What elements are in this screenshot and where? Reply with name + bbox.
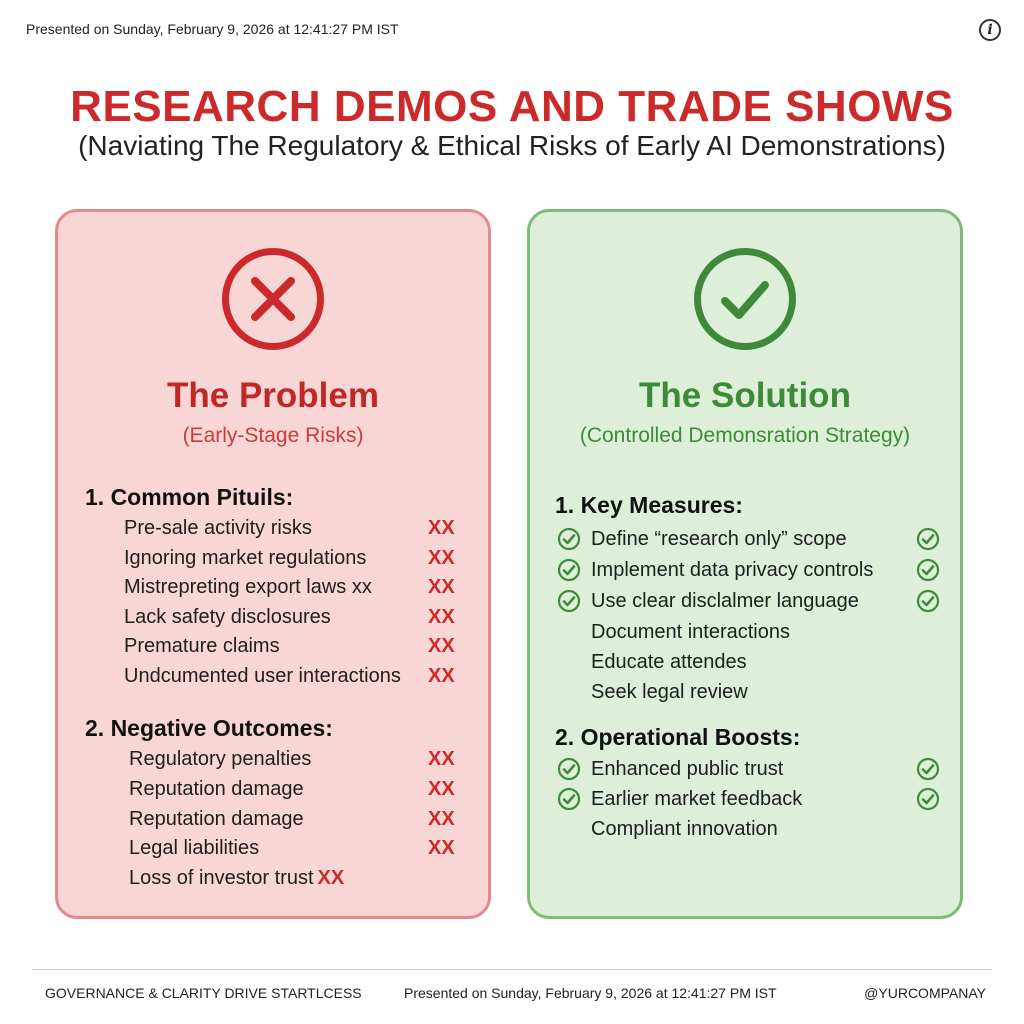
xx-mark: XX (428, 606, 455, 628)
problem-section-heading: 1. Common Pituils: (85, 484, 294, 510)
xx-mark: XX (317, 867, 345, 889)
page-subtitle: (Naviating The Regulatory & Ethical Risk… (78, 130, 946, 161)
footer-divider (32, 969, 992, 970)
solution-title: The Solution (639, 376, 851, 415)
problem-item: Regulatory penalties (129, 748, 312, 770)
xx-mark: XX (428, 665, 455, 687)
problem-item: Reputation damage (129, 778, 304, 800)
xx-mark: XX (428, 547, 455, 569)
xx-mark: XX (428, 837, 455, 859)
check-icon (557, 527, 581, 551)
solution-item: Compliant innovation (591, 818, 778, 840)
footer-timestamp: Presented on Sunday, February 9, 2026 at… (404, 985, 777, 1001)
solution-item: Educate attendes (591, 651, 747, 673)
solution-section-heading: 1. Key Measures: (555, 492, 743, 518)
solution-section-heading: 2. Operational Boosts: (555, 724, 801, 750)
footer-tagline: GOVERNANCE & CLARITY DRIVE STARTLCESS (45, 985, 362, 1001)
problem-item: Premature claims (124, 635, 280, 657)
problem-title: The Problem (167, 376, 379, 415)
solution-item: Enhanced public trust (591, 758, 784, 780)
problem-panel: The Problem (Early-Stage Risks) 1. Commo… (55, 209, 491, 919)
solution-item: Implement data privacy controls (591, 559, 874, 581)
check-icon (916, 757, 940, 781)
solution-item: Define “research only” scope (591, 528, 847, 550)
solution-item: Use clear disclalmer language (591, 590, 859, 612)
xx-mark: XX (428, 748, 455, 770)
check-icon (557, 787, 581, 811)
solution-subtitle: (Controlled Demonsration Strategy) (579, 424, 911, 447)
solution-item: Document interactions (591, 621, 790, 643)
check-icon (916, 527, 940, 551)
xx-mark: XX (428, 517, 455, 539)
problem-item: Reputation damage (129, 808, 304, 830)
presented-timestamp: Presented on Sunday, February 9, 2026 at… (26, 21, 399, 37)
check-circle-icon (694, 248, 796, 350)
problem-item: Legal liabilities (129, 837, 260, 859)
problem-item-text: Loss of investor trust (129, 867, 314, 889)
problem-item: Ignoring market regulations (124, 547, 367, 569)
check-icon (557, 589, 581, 613)
xx-mark: XX (428, 576, 455, 598)
problem-item: Mistrepreting export laws xx (124, 576, 372, 598)
solution-panel: The Solution (Controlled Demonsration St… (527, 209, 963, 919)
footer-handle: @YURCOMPANAY (864, 985, 986, 1001)
xx-mark: XX (428, 808, 455, 830)
problem-item: Lack safety disclosures (124, 606, 331, 628)
problem-section-heading: 2. Negative Outcomes: (85, 715, 333, 741)
check-icon (557, 558, 581, 582)
check-icon (916, 787, 940, 811)
info-icon[interactable]: i (979, 19, 1001, 41)
check-icon (916, 589, 940, 613)
xx-mark: XX (428, 778, 455, 800)
problem-subtitle: (Early-Stage Risks) (182, 424, 364, 447)
x-circle-icon (222, 248, 324, 350)
check-icon (557, 757, 581, 781)
page-title: RESEARCH DEMOS AND TRADE SHOWS (70, 82, 954, 131)
check-icon (916, 558, 940, 582)
problem-item: Undcumented user interactions (124, 665, 401, 687)
solution-item: Earlier market feedback (591, 788, 803, 810)
solution-item: Seek legal review (591, 681, 748, 703)
problem-item: Loss of investor trust XX (129, 866, 344, 890)
problem-item: Pre-sale activity risks (124, 517, 312, 539)
xx-mark: XX (428, 635, 455, 657)
